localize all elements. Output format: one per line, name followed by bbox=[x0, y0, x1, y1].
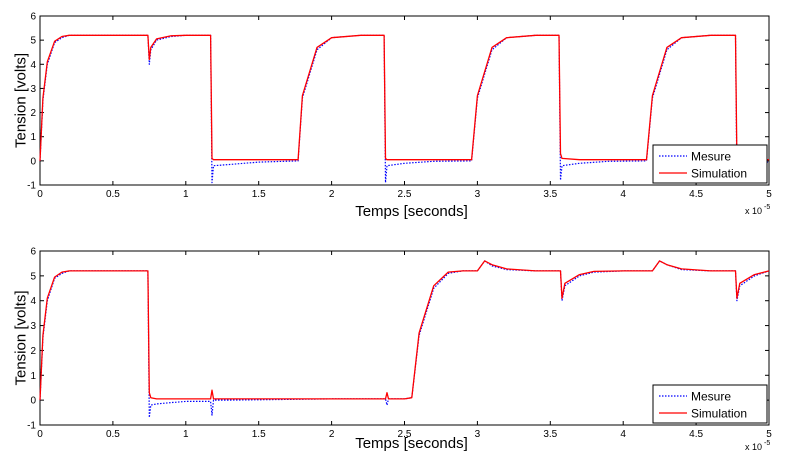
bottom-y-tick-label: 4 bbox=[30, 296, 36, 307]
bottom-x-tick-label: 0.5 bbox=[106, 429, 120, 440]
bottom-x-tick-label: 4 bbox=[620, 429, 626, 440]
bottom-x-tick-label: 1 bbox=[183, 429, 189, 440]
bottom-x-exponent-base: x 10 bbox=[745, 442, 762, 452]
top-series-layer bbox=[39, 34, 770, 184]
bottom-y-ticks: -1 0 1 2 3 4 5 6 bbox=[27, 247, 769, 432]
bottom-legend: Mesure Simulation bbox=[652, 384, 768, 424]
bottom-x-exponent-power: -5 bbox=[764, 440, 770, 447]
bottom-x-ticks: 0 0.5 1 1.5 2 2.5 3 3.5 4 4.5 5 bbox=[37, 251, 772, 440]
top-y-axis-label: Tension [volts] bbox=[12, 53, 29, 148]
bottom-x-tick-label: 0 bbox=[37, 429, 43, 440]
top-y-tick-label: 2 bbox=[30, 108, 36, 119]
bottom-y-tick-label: 3 bbox=[30, 321, 36, 332]
bottom-y-tick-label: 5 bbox=[30, 271, 36, 282]
bottom-y-tick-label: 2 bbox=[30, 346, 36, 357]
top-y-ticks: -1 0 1 2 3 4 5 6 bbox=[27, 12, 769, 192]
top-series-simulation-line bbox=[39, 34, 769, 161]
bottom-legend-simulation-label: Simulation bbox=[691, 407, 747, 421]
bottom-y-tick-label: 1 bbox=[30, 371, 36, 382]
bottom-y-tick-label: -1 bbox=[27, 421, 36, 432]
bottom-x-axis-label: Temps [seconds] bbox=[355, 435, 468, 452]
top-y-tick-label: 1 bbox=[30, 132, 36, 143]
top-x-tick-label: 2.5 bbox=[398, 189, 412, 200]
top-x-tick-label: 1 bbox=[183, 189, 189, 200]
bottom-series-simulation-line bbox=[39, 260, 770, 401]
top-x-tick-label: 3 bbox=[475, 189, 481, 200]
top-x-tick-label: 0 bbox=[37, 189, 43, 200]
top-x-tick-label: 4.5 bbox=[689, 189, 703, 200]
bottom-y-axis-label: Tension [volts] bbox=[12, 290, 29, 385]
top-x-tick-label: 3.5 bbox=[543, 189, 557, 200]
bottom-legend-mesure-label: Mesure bbox=[691, 390, 731, 404]
top-legend: Mesure Simulation bbox=[652, 144, 768, 184]
bottom-x-tick-label: 3 bbox=[475, 429, 481, 440]
bottom-x-exponent: x 10 -5 bbox=[745, 440, 770, 452]
top-y-tick-label: 4 bbox=[30, 60, 36, 71]
top-x-tick-label: 0.5 bbox=[106, 189, 120, 200]
top-legend-simulation-label: Simulation bbox=[691, 167, 747, 181]
bottom-y-tick-label: 0 bbox=[30, 396, 36, 407]
top-y-tick-label: -1 bbox=[27, 181, 36, 192]
top-legend-mesure-label: Mesure bbox=[691, 150, 731, 164]
top-y-tick-label: 5 bbox=[30, 36, 36, 47]
top-x-exponent-power: -5 bbox=[764, 204, 770, 211]
bottom-x-tick-label: 4.5 bbox=[689, 429, 703, 440]
bottom-x-tick-label: 1.5 bbox=[252, 429, 266, 440]
top-x-axis-label: Temps [seconds] bbox=[355, 203, 468, 220]
bottom-x-tick-label: 5 bbox=[766, 429, 772, 440]
top-legend-box bbox=[652, 144, 768, 184]
bottom-plot-frame bbox=[39, 250, 770, 426]
top-x-tick-label: 2 bbox=[329, 189, 335, 200]
top-plot-frame bbox=[39, 15, 770, 186]
top-x-ticks: 0 0.5 1 1.5 2 2.5 3 3.5 4 4.5 5 bbox=[37, 16, 772, 200]
top-x-tick-label: 4 bbox=[620, 189, 626, 200]
bottom-series-layer bbox=[39, 260, 770, 419]
bottom-x-tick-label: 2.5 bbox=[398, 429, 412, 440]
top-y-tick-label: 0 bbox=[30, 156, 36, 167]
top-x-exponent-base: x 10 bbox=[745, 206, 762, 216]
top-y-tick-label: 6 bbox=[30, 12, 36, 23]
bottom-y-tick-label: 6 bbox=[30, 247, 36, 258]
top-x-exponent: x 10 -5 bbox=[745, 204, 770, 216]
bottom-x-tick-label: 2 bbox=[329, 429, 335, 440]
bottom-legend-box bbox=[652, 384, 768, 424]
top-y-tick-label: 3 bbox=[30, 84, 36, 95]
top-x-tick-label: 5 bbox=[766, 189, 772, 200]
top-x-tick-label: 1.5 bbox=[252, 189, 266, 200]
bottom-x-tick-label: 3.5 bbox=[543, 429, 557, 440]
